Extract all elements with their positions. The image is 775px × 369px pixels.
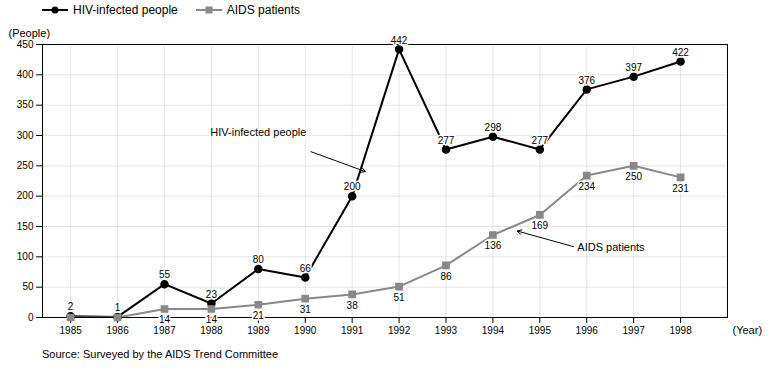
svg-text:1997: 1997 xyxy=(623,325,646,336)
svg-text:350: 350 xyxy=(17,99,34,110)
svg-text:169: 169 xyxy=(531,220,548,231)
svg-text:136: 136 xyxy=(485,240,502,251)
svg-text:200: 200 xyxy=(344,181,361,192)
svg-text:38: 38 xyxy=(347,300,359,311)
svg-text:21: 21 xyxy=(253,310,265,321)
svg-text:231: 231 xyxy=(672,183,689,194)
svg-text:(People): (People) xyxy=(9,27,51,39)
svg-text:AIDS patients: AIDS patients xyxy=(577,241,645,253)
svg-text:400: 400 xyxy=(17,69,34,80)
svg-text:1987: 1987 xyxy=(153,325,176,336)
svg-text:50: 50 xyxy=(22,281,34,292)
svg-text:14: 14 xyxy=(159,314,171,325)
svg-text:200: 200 xyxy=(17,190,34,201)
svg-text:1996: 1996 xyxy=(576,325,599,336)
svg-text:277: 277 xyxy=(438,135,455,146)
svg-text:2: 2 xyxy=(68,301,74,312)
svg-text:250: 250 xyxy=(625,171,642,182)
html-text:AIDS patients: AIDS patients xyxy=(226,3,301,17)
svg-text:1998: 1998 xyxy=(669,325,692,336)
svg-text:1985: 1985 xyxy=(60,325,83,336)
svg-text:66: 66 xyxy=(300,263,312,274)
svg-text:31: 31 xyxy=(300,304,312,315)
html-text:Source: Surveyed by the AIDS T: Source: Surveyed by the AIDS Trend Commi… xyxy=(42,348,278,360)
svg-text:1989: 1989 xyxy=(247,325,270,336)
svg-text:376: 376 xyxy=(578,75,595,86)
svg-text:1991: 1991 xyxy=(341,325,364,336)
svg-text:1: 1 xyxy=(115,302,121,313)
svg-text:150: 150 xyxy=(17,221,34,232)
svg-text:55: 55 xyxy=(159,269,171,280)
svg-text:250: 250 xyxy=(17,160,34,171)
svg-text:442: 442 xyxy=(391,35,408,46)
svg-text:86: 86 xyxy=(440,271,452,282)
svg-text:397: 397 xyxy=(625,62,642,73)
svg-text:1990: 1990 xyxy=(294,325,317,336)
svg-text:422: 422 xyxy=(672,47,689,58)
svg-text:0: 0 xyxy=(28,312,34,323)
svg-text:80: 80 xyxy=(253,254,265,265)
svg-text:(Year): (Year) xyxy=(733,324,763,336)
svg-text:23: 23 xyxy=(206,289,218,300)
html-text:HIV-infected people: HIV-infected people xyxy=(73,3,178,17)
svg-text:HIV-infected people: HIV-infected people xyxy=(210,126,306,138)
svg-text:1988: 1988 xyxy=(200,325,223,336)
svg-text:100: 100 xyxy=(17,251,34,262)
svg-text:234: 234 xyxy=(578,181,595,192)
svg-text:1992: 1992 xyxy=(388,325,411,336)
svg-text:14: 14 xyxy=(206,314,218,325)
svg-text:1995: 1995 xyxy=(529,325,552,336)
svg-text:300: 300 xyxy=(17,130,34,141)
svg-text:1986: 1986 xyxy=(106,325,129,336)
svg-text:51: 51 xyxy=(394,292,406,303)
svg-text:450: 450 xyxy=(17,39,34,50)
svg-text:298: 298 xyxy=(485,122,502,133)
svg-text:277: 277 xyxy=(531,135,548,146)
svg-text:1993: 1993 xyxy=(435,325,458,336)
svg-text:1994: 1994 xyxy=(482,325,505,336)
